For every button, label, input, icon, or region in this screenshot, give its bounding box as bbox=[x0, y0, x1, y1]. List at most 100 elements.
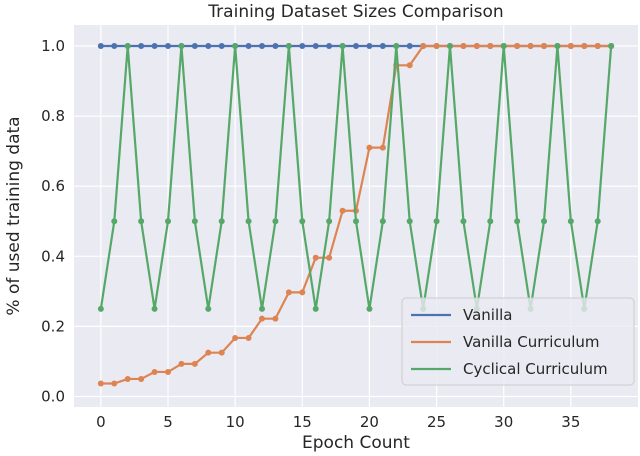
legend-label-vanilla-curriculum: Vanilla Curriculum bbox=[463, 333, 600, 351]
x-axis-label: Epoch Count bbox=[302, 433, 410, 453]
data-point-vanilla bbox=[326, 43, 333, 50]
data-point-vanilla bbox=[218, 43, 225, 50]
data-point-vanilla bbox=[312, 43, 319, 50]
x-tick-label: 35 bbox=[561, 413, 580, 431]
data-point-cyclical-curriculum bbox=[272, 218, 279, 225]
legend: Vanilla Vanilla Curriculum Cyclical Curr… bbox=[401, 297, 635, 386]
data-point-vanilla bbox=[406, 43, 413, 50]
x-tick-label: 5 bbox=[163, 413, 173, 431]
data-point-vanilla bbox=[111, 43, 118, 50]
data-point-vanilla bbox=[165, 43, 171, 50]
data-point-cyclical-curriculum bbox=[259, 305, 265, 312]
tick-labels: 0 5 10 15 20 25 30 35 0.0 0.2 0.4 0.6 0.8 1.0 bbox=[41, 37, 580, 431]
data-point-vanilla-curriculum bbox=[97, 380, 104, 387]
data-point-cyclical-curriculum bbox=[232, 43, 239, 50]
data-point-vanilla-curriculum bbox=[581, 43, 588, 50]
data-point-vanilla-curriculum bbox=[339, 207, 346, 214]
data-point-cyclical-curriculum bbox=[567, 218, 574, 225]
data-point-vanilla-curriculum bbox=[594, 43, 601, 50]
data-point-cyclical-curriculum bbox=[353, 218, 359, 225]
data-point-vanilla-curriculum bbox=[473, 43, 480, 50]
data-point-vanilla bbox=[299, 43, 306, 50]
data-point-vanilla-curriculum bbox=[245, 334, 252, 341]
data-point-vanilla-curriculum bbox=[165, 368, 171, 375]
data-point-vanilla-curriculum bbox=[379, 144, 386, 151]
data-point-vanilla bbox=[353, 43, 359, 50]
data-point-cyclical-curriculum bbox=[312, 305, 319, 312]
data-point-vanilla-curriculum bbox=[138, 375, 145, 382]
data-point-cyclical-curriculum bbox=[393, 43, 400, 50]
data-point-vanilla-curriculum bbox=[151, 368, 158, 375]
data-point-cyclical-curriculum bbox=[165, 218, 171, 225]
data-point-cyclical-curriculum bbox=[178, 43, 185, 50]
data-point-vanilla bbox=[366, 43, 373, 50]
data-point-vanilla-curriculum bbox=[527, 43, 534, 50]
series-group bbox=[97, 43, 615, 387]
data-point-cyclical-curriculum bbox=[326, 218, 333, 225]
x-tick-label: 10 bbox=[226, 413, 245, 431]
data-point-vanilla bbox=[97, 43, 104, 50]
data-point-cyclical-curriculum bbox=[554, 43, 561, 50]
data-point-vanilla bbox=[272, 43, 279, 50]
data-point-vanilla bbox=[259, 43, 265, 50]
data-point-cyclical-curriculum bbox=[97, 305, 104, 312]
data-point-vanilla-curriculum bbox=[406, 62, 413, 69]
data-point-vanilla-curriculum bbox=[205, 349, 212, 356]
data-point-cyclical-curriculum bbox=[124, 43, 131, 50]
data-point-vanilla-curriculum bbox=[259, 315, 265, 322]
data-point-cyclical-curriculum bbox=[541, 218, 547, 225]
data-point-cyclical-curriculum bbox=[285, 43, 292, 50]
data-point-vanilla-curriculum bbox=[487, 43, 494, 50]
data-point-vanilla-curriculum bbox=[111, 380, 118, 387]
data-point-vanilla-curriculum bbox=[420, 43, 427, 50]
x-tick-label: 25 bbox=[427, 413, 446, 431]
data-point-cyclical-curriculum bbox=[205, 305, 212, 312]
data-point-vanilla bbox=[138, 43, 145, 50]
y-tick-label: 0.6 bbox=[41, 177, 65, 195]
data-point-vanilla-curriculum bbox=[433, 43, 440, 50]
chart-title: Training Dataset Sizes Comparison bbox=[207, 2, 503, 22]
x-tick-label: 15 bbox=[293, 413, 312, 431]
data-point-vanilla bbox=[191, 43, 198, 50]
data-point-cyclical-curriculum bbox=[339, 43, 346, 50]
data-point-vanilla bbox=[151, 43, 158, 50]
legend-label-cyclical-curriculum: Cyclical Curriculum bbox=[463, 360, 608, 378]
data-point-cyclical-curriculum bbox=[138, 218, 145, 225]
data-point-vanilla-curriculum bbox=[191, 360, 198, 367]
y-tick-label: 0.0 bbox=[41, 387, 65, 405]
y-tick-label: 0.8 bbox=[41, 107, 65, 125]
y-tick-label: 0.2 bbox=[41, 317, 65, 335]
data-point-cyclical-curriculum bbox=[487, 218, 494, 225]
data-point-vanilla-curriculum bbox=[272, 315, 279, 322]
data-point-vanilla-curriculum bbox=[218, 349, 225, 356]
legend-box bbox=[401, 297, 635, 386]
data-point-vanilla-curriculum bbox=[541, 43, 547, 50]
data-point-vanilla-curriculum bbox=[514, 43, 521, 50]
y-axis-label: % of used training data bbox=[4, 116, 24, 315]
data-point-vanilla-curriculum bbox=[299, 289, 306, 296]
data-point-cyclical-curriculum bbox=[366, 305, 373, 312]
y-tick-label: 0.4 bbox=[41, 247, 65, 265]
data-point-vanilla-curriculum bbox=[312, 254, 319, 261]
data-point-vanilla-curriculum bbox=[567, 43, 574, 50]
data-point-vanilla-curriculum bbox=[232, 334, 239, 341]
data-point-cyclical-curriculum bbox=[406, 218, 413, 225]
x-tick-label: 20 bbox=[360, 413, 379, 431]
data-point-cyclical-curriculum bbox=[245, 218, 252, 225]
data-point-vanilla-curriculum bbox=[366, 144, 373, 151]
data-point-cyclical-curriculum bbox=[433, 218, 440, 225]
data-point-cyclical-curriculum bbox=[447, 43, 453, 50]
data-point-cyclical-curriculum bbox=[460, 218, 467, 225]
data-point-vanilla-curriculum bbox=[460, 43, 467, 50]
data-point-vanilla bbox=[205, 43, 212, 50]
data-point-vanilla-curriculum bbox=[124, 375, 131, 382]
y-tick-label: 1.0 bbox=[41, 37, 65, 55]
data-point-vanilla bbox=[379, 43, 386, 50]
data-point-vanilla-curriculum bbox=[326, 254, 333, 261]
data-point-vanilla-curriculum bbox=[178, 360, 185, 367]
data-point-vanilla-curriculum bbox=[285, 289, 292, 296]
legend-label-vanilla: Vanilla bbox=[463, 306, 513, 324]
data-point-cyclical-curriculum bbox=[514, 218, 521, 225]
data-point-cyclical-curriculum bbox=[191, 218, 198, 225]
